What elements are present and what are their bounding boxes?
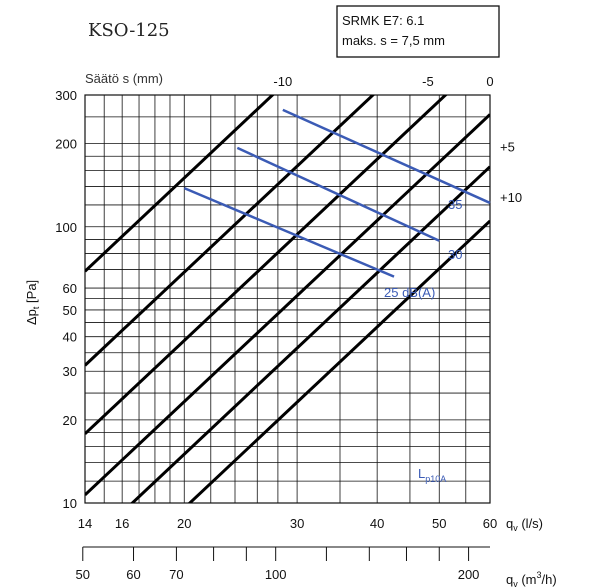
x-tick-label-ls: 50	[432, 516, 446, 531]
x-tick-label-ls: 16	[115, 516, 129, 531]
x-tick-label-m3h: 100	[265, 567, 287, 582]
sound-label-25: 25 dB(A)	[384, 285, 435, 300]
setting-label: +5	[500, 140, 515, 155]
setting-label: -5	[422, 74, 434, 89]
x-tick-label-ls: 40	[370, 516, 384, 531]
y-tick-label: 40	[63, 330, 77, 345]
setting-label: -10	[273, 74, 292, 89]
corner-label: Lp10A	[418, 466, 446, 484]
setting-lines	[85, 95, 490, 503]
y-axis-label: Δpt [Pa]	[24, 280, 41, 325]
sound-line	[282, 108, 491, 205]
sound-lines	[183, 108, 491, 278]
x-tick-label-m3h: 60	[126, 567, 140, 582]
setting-line	[85, 95, 448, 435]
x-tick-label-m3h: 200	[458, 567, 480, 582]
y-tick-label: 50	[63, 303, 77, 318]
grid	[84, 94, 491, 504]
y-tick-label: 10	[63, 496, 77, 511]
plot-frame	[84, 94, 491, 504]
y-tick-label: 300	[55, 88, 77, 103]
y-tick-label: 60	[63, 281, 77, 296]
x-tick-label-m3h: 70	[169, 567, 183, 582]
y-tick-label: 30	[63, 364, 77, 379]
y-tick-labels: 10 20 30 40 50 60 100 200 300	[55, 88, 77, 511]
sound-label-35: 35	[448, 197, 462, 212]
setting-line	[85, 95, 376, 367]
x-tick-label-ls: 60	[483, 516, 497, 531]
y-tick-label: 200	[55, 137, 77, 152]
x-tick-label-ls: 20	[177, 516, 191, 531]
x-tick-label-m3h: 50	[76, 567, 90, 582]
y-tick-label: 100	[55, 220, 77, 235]
setting-label: 0	[486, 74, 493, 89]
sound-label-30: 30	[448, 247, 462, 262]
sound-line	[183, 186, 395, 278]
x-axis-label-ls: qv (l/s)	[506, 516, 543, 533]
setting-line	[85, 95, 275, 273]
x-tick-label-ls: 14	[78, 516, 92, 531]
sound-line	[236, 146, 440, 242]
setting-label: +10	[500, 190, 522, 205]
setting-axis-label: Säätö s (mm)	[85, 71, 163, 86]
x-axis-m3h: 50 60 70 100 200	[76, 546, 490, 582]
info-box-line-1: SRMK E7: 6.1	[342, 13, 424, 28]
x-axis-label-m3h: qv (m3/h)	[506, 570, 557, 587]
x-tick-label-ls: 30	[290, 516, 304, 531]
setting-labels: -10 -5 0 +5 +10	[273, 74, 522, 205]
chart-title: KSO-125	[88, 20, 170, 41]
info-box	[336, 5, 500, 58]
setting-line	[130, 165, 490, 503]
y-tick-label: 20	[63, 413, 77, 428]
setting-line	[187, 219, 490, 503]
info-box-line-2: maks. s = 7,5 mm	[342, 33, 445, 48]
setting-line	[85, 113, 490, 496]
x-tick-labels-ls: 14 16 20 30 40 50 60	[78, 516, 497, 531]
